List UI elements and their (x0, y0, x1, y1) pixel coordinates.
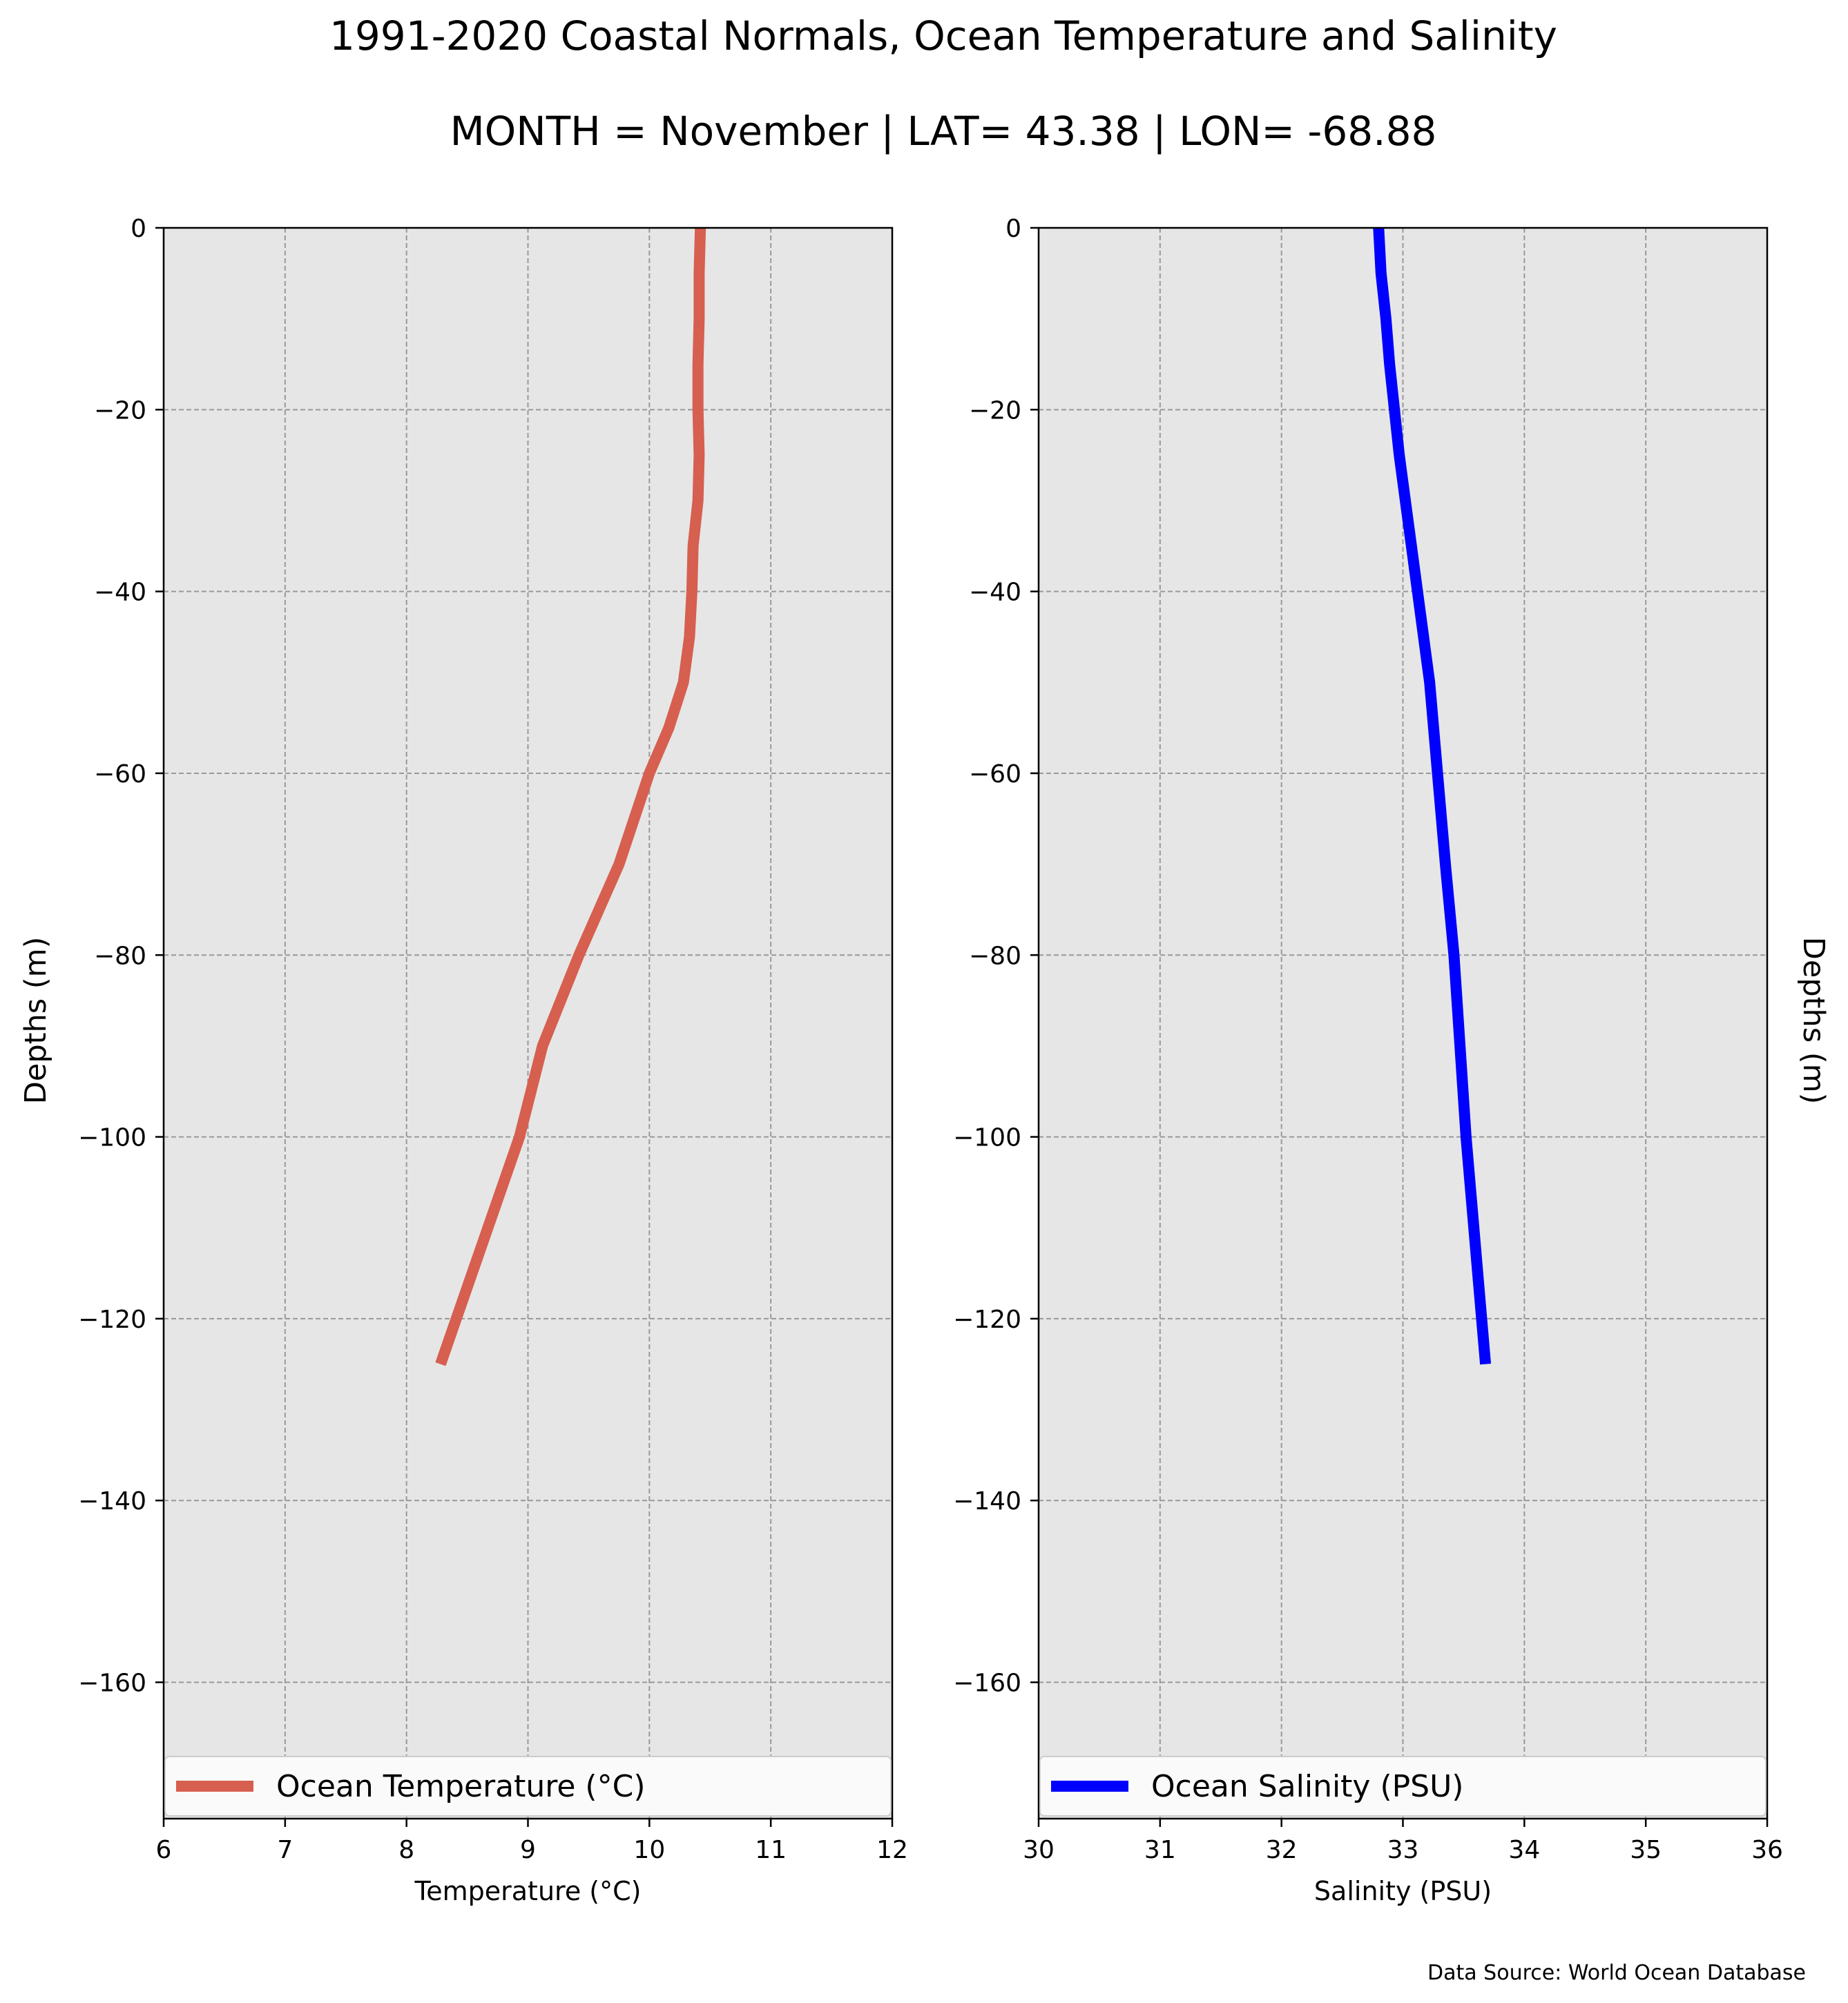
salinity-ytick-label: 0 (1005, 215, 1021, 243)
temperature-xtick-label: 11 (755, 1836, 787, 1864)
salinity-legend-box (1039, 1756, 1767, 1817)
temperature-ytick-label: 0 (131, 215, 146, 243)
temperature-legend: Ocean Temperature (°C) (164, 1756, 892, 1817)
temperature-xtick-label: 12 (876, 1836, 908, 1864)
salinity-ytick-label: −20 (969, 396, 1021, 425)
temperature-xtick-label: 9 (520, 1836, 536, 1864)
salinity-panel: 30 31 32 33 34 35 36 0 −20 −40 −60 −80 −100 −120 −140 −… (953, 215, 1783, 1906)
figure-subtitle: MONTH = November | LAT= 43.38 | LON= -68… (450, 108, 1437, 155)
salinity-ytick-label: −100 (953, 1124, 1021, 1152)
temperature-panel: 6 7 8 9 10 11 12 0 −20 −40 −60 −80 −100 −120 −140 −160 T… (78, 215, 908, 1906)
salinity-xtick-label: 34 (1508, 1836, 1540, 1864)
temperature-ytick-label: −20 (94, 396, 146, 425)
temperature-ytick-label: −60 (94, 760, 146, 788)
salinity-ytick-label: −120 (953, 1306, 1021, 1334)
salinity-ytick-label: −160 (953, 1670, 1021, 1698)
temperature-legend-label: Ocean Temperature (°C) (276, 1769, 646, 1804)
salinity-series-line (1373, 227, 1492, 1365)
salinity-ytick-label: −80 (969, 942, 1021, 970)
temperature-xtick-label: 10 (633, 1836, 665, 1864)
salinity-ytick-label: −140 (953, 1487, 1021, 1516)
ylabel-right: Depths (m) (1796, 937, 1831, 1104)
temperature-ytick-label: −140 (78, 1487, 146, 1516)
salinity-legend: Ocean Salinity (PSU) (1039, 1756, 1767, 1817)
temperature-xlabel: Temperature (°C) (414, 1876, 642, 1906)
salinity-legend-label: Ocean Salinity (PSU) (1151, 1769, 1463, 1804)
temperature-xtick-label: 8 (398, 1836, 414, 1864)
salinity-xtick-label: 33 (1387, 1836, 1419, 1864)
temperature-series-line (435, 227, 706, 1366)
salinity-xtick-label: 36 (1751, 1836, 1783, 1864)
temperature-ytick-label: −160 (78, 1670, 146, 1698)
salinity-xtick-label: 31 (1144, 1836, 1176, 1864)
temperature-xtick-label: 7 (277, 1836, 293, 1864)
salinity-xlabel: Salinity (PSU) (1314, 1876, 1492, 1906)
salinity-ytick-label: −60 (969, 760, 1021, 788)
salinity-xtick-label: 35 (1630, 1836, 1662, 1864)
source-note: Data Source: World Ocean Database (1427, 1961, 1806, 1985)
salinity-xtick-label: 32 (1266, 1836, 1298, 1864)
temperature-ytick-label: −80 (94, 942, 146, 970)
salinity-ytick-label: −40 (969, 579, 1021, 607)
temperature-ytick-label: −40 (94, 579, 146, 607)
temperature-ytick-label: −100 (78, 1124, 146, 1152)
temperature-xtick-label: 6 (156, 1836, 172, 1864)
ylabel-left: Depths (m) (19, 937, 53, 1104)
salinity-xtick-label: 30 (1023, 1836, 1055, 1864)
temperature-legend-box (164, 1756, 892, 1817)
temperature-ytick-label: −120 (78, 1306, 146, 1334)
figure-title: 1991-2020 Coastal Normals, Ocean Tempera… (329, 12, 1557, 59)
